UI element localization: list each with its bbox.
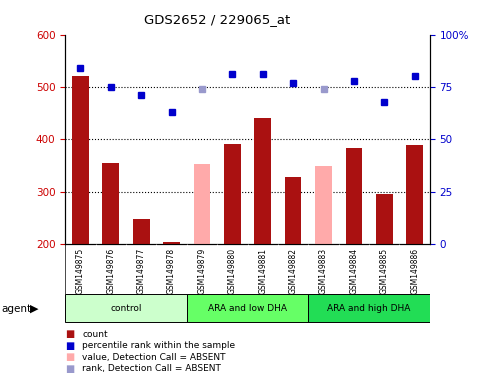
Text: control: control <box>110 304 142 313</box>
Text: GSM149885: GSM149885 <box>380 248 389 294</box>
Text: GSM149881: GSM149881 <box>258 248 267 294</box>
Bar <box>315 166 332 244</box>
Text: GSM149875: GSM149875 <box>76 248 85 294</box>
Text: ARA and high DHA: ARA and high DHA <box>327 304 411 313</box>
Text: percentile rank within the sample: percentile rank within the sample <box>82 341 235 350</box>
Text: agent: agent <box>1 304 31 314</box>
FancyBboxPatch shape <box>187 295 308 322</box>
Text: GSM149880: GSM149880 <box>228 248 237 294</box>
Text: GSM149886: GSM149886 <box>410 248 419 294</box>
Bar <box>255 118 271 244</box>
Bar <box>224 144 241 244</box>
Text: value, Detection Call = ABSENT: value, Detection Call = ABSENT <box>82 353 226 362</box>
Bar <box>285 177 301 244</box>
Bar <box>376 194 393 244</box>
Text: ■: ■ <box>65 329 74 339</box>
Bar <box>163 242 180 244</box>
Text: GSM149877: GSM149877 <box>137 248 146 294</box>
Text: GSM149876: GSM149876 <box>106 248 115 294</box>
FancyBboxPatch shape <box>308 295 430 322</box>
Bar <box>133 219 150 244</box>
Bar <box>72 76 89 244</box>
Bar <box>345 148 362 244</box>
Text: GSM149878: GSM149878 <box>167 248 176 294</box>
Text: GSM149882: GSM149882 <box>289 248 298 294</box>
FancyBboxPatch shape <box>65 295 187 322</box>
Text: ▶: ▶ <box>30 304 39 314</box>
Bar <box>194 164 210 244</box>
Text: count: count <box>82 329 108 339</box>
Text: ■: ■ <box>65 341 74 351</box>
Bar <box>102 163 119 244</box>
Text: ■: ■ <box>65 352 74 362</box>
Text: GSM149879: GSM149879 <box>198 248 206 294</box>
Text: ■: ■ <box>65 364 74 374</box>
Text: GSM149884: GSM149884 <box>349 248 358 294</box>
Text: ARA and low DHA: ARA and low DHA <box>208 304 287 313</box>
Text: rank, Detection Call = ABSENT: rank, Detection Call = ABSENT <box>82 364 221 373</box>
Bar <box>406 146 423 244</box>
Text: GSM149883: GSM149883 <box>319 248 328 294</box>
Text: GDS2652 / 229065_at: GDS2652 / 229065_at <box>144 13 290 26</box>
